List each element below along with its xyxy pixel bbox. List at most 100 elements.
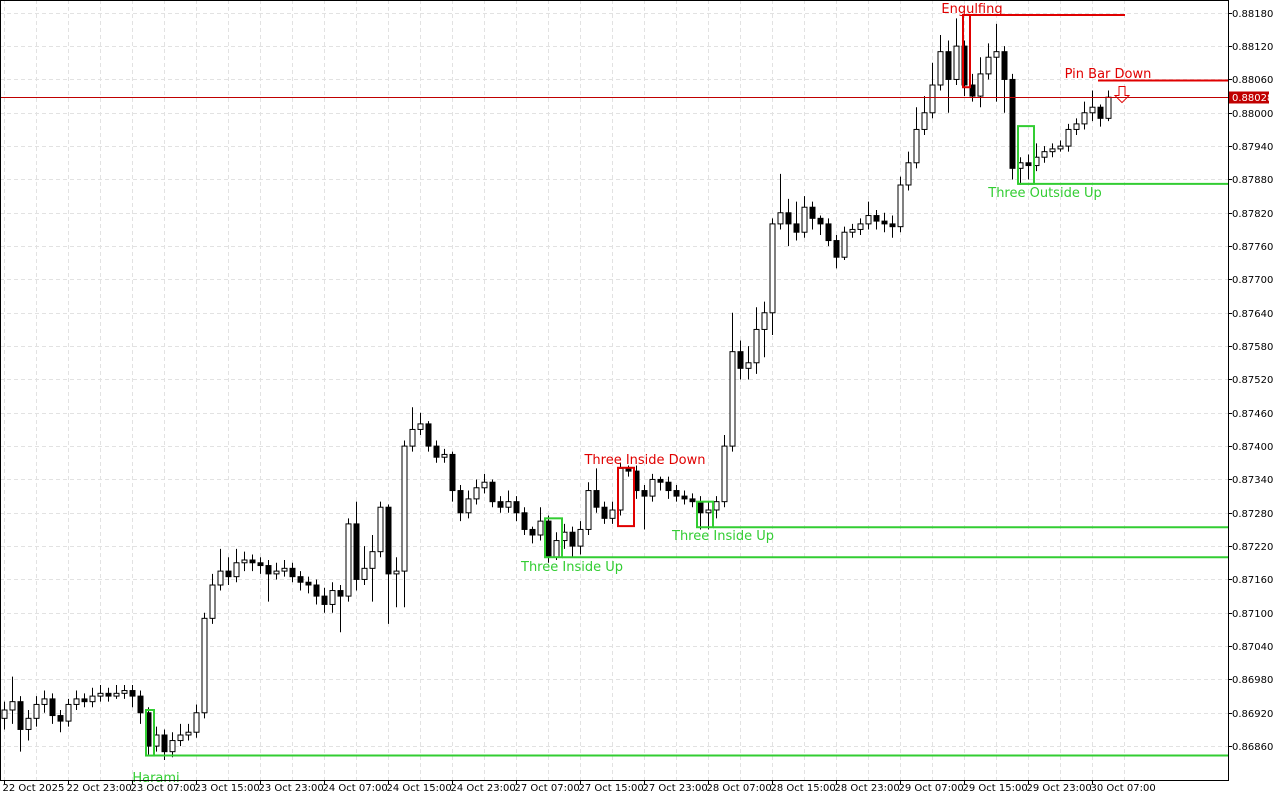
candle-body [905,162,912,186]
candle-body [185,731,192,736]
candle-body [913,128,920,164]
x-tick-label: 23 Oct 15:00 [195,783,260,794]
candle-body [337,590,344,597]
candle-body [641,490,648,497]
candle-body [25,717,32,730]
candle-body [425,423,432,447]
x-tick-label: 30 Oct 07:00 [1091,783,1156,794]
candle-body [465,498,472,514]
candle-body [793,223,800,233]
candle-body [577,528,584,547]
candle-body [161,734,168,753]
candle-body [105,692,112,697]
candle-body [841,231,848,258]
candle-body [353,523,360,580]
candle-body [121,690,128,694]
pattern-box [617,466,635,528]
candle-body [257,562,264,567]
candle-body [273,570,280,575]
x-tick-label: 28 Oct 23:00 [835,783,900,794]
candle-body [889,223,896,228]
candle-body [481,481,488,489]
candle-body [409,428,416,447]
y-tick-label: 0.87580 [1232,342,1273,353]
candle-body [729,351,736,447]
candle-body [321,595,328,605]
candle-body [609,509,616,519]
candle-body [849,228,856,233]
y-tick-label: 0.87940 [1232,142,1273,153]
candle-body [1065,128,1072,147]
candle-body [761,312,768,330]
y-tick-label: 0.88120 [1232,42,1273,53]
candle-body [497,501,504,508]
candle-body [809,206,816,219]
y-tick-label: 0.87640 [1232,309,1273,320]
y-tick-label: 0.88180 [1232,9,1273,20]
candle-body [49,698,56,717]
y-tick-label: 0.87460 [1232,409,1273,420]
candle-body [241,559,248,564]
candle-body [305,581,312,586]
candle-body [129,690,136,697]
plot: Harami Three Inside Up Three Inside Down Th… [0,2,1228,786]
candle-body [9,701,16,711]
pattern-label: Three Inside Down [583,453,705,468]
candle-body [937,51,944,86]
y-tick-label: 0.86860 [1232,742,1273,753]
candle-body [873,215,880,222]
candle-body [689,498,696,503]
candle-body [897,184,904,228]
candle-body [1025,162,1032,167]
candle-body [377,506,384,553]
x-tick-label: 23 Oct 23:00 [259,783,324,794]
y-tick-label: 0.87880 [1232,175,1273,186]
candle-body [489,481,496,503]
candle-body [745,362,752,369]
y-tick-label: 0.88060 [1232,75,1273,86]
candle-body [65,703,72,722]
candle-body [81,698,88,703]
x-tick-label: 27 Oct 15:00 [579,783,644,794]
candle-body [713,501,720,511]
candle-body [441,453,448,458]
candle-body [449,453,456,492]
candle-body [513,501,520,514]
pattern-arrow [1113,86,1131,104]
candle-body [825,223,832,242]
candle-body [209,584,216,619]
x-tick-label: 23 Oct 07:00 [131,783,196,794]
pattern-box [544,517,563,559]
x-tick-label: 29 Oct 23:00 [1027,783,1092,794]
candle-body [417,423,424,430]
candle-body [753,328,760,364]
x-tick-label: 22 Oct 2025 [3,783,65,794]
candle-body [473,487,480,500]
candle-body [585,490,592,530]
candle-body [1081,112,1088,125]
candle-body [977,73,984,97]
y-tick-label: 0.87100 [1232,609,1273,620]
y-tick-label: 0.87340 [1232,475,1273,486]
candle-body [1105,96,1112,119]
candle-body [705,509,712,514]
candle-body [177,734,184,742]
candle-body [993,51,1000,58]
candle-body [569,531,576,547]
x-tick-label: 29 Oct 07:00 [899,783,964,794]
pattern-label: Harami [132,771,179,786]
candle-body [681,495,688,500]
y-tick-label: 0.87700 [1232,275,1273,286]
candle-body [313,584,320,597]
candle-body [217,570,224,586]
candle-body [265,565,272,575]
candle-body [985,56,992,75]
candle-body [281,567,288,572]
candle-body [345,523,352,597]
candle-body [665,481,672,492]
candle-body [857,223,864,230]
candle-body [361,567,368,580]
